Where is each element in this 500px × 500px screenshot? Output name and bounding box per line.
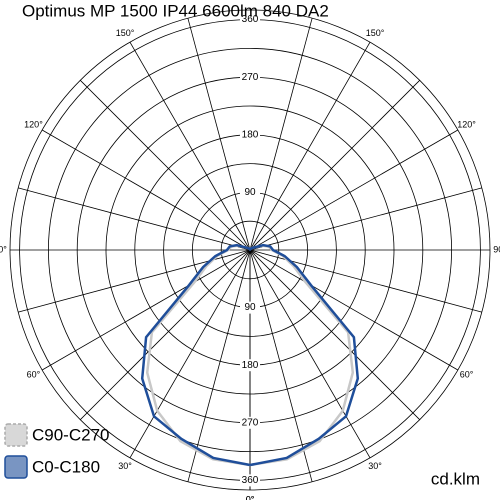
tick-label-bg	[240, 186, 260, 199]
grid-spoke	[249, 249, 371, 459]
r-tick-label: 90	[244, 302, 256, 313]
intensity-curve	[140, 243, 360, 467]
tick-label-bg	[240, 301, 260, 314]
angle-label: 90°	[493, 244, 500, 254]
angle-label: 0°	[246, 494, 255, 500]
r-tick-label: 270	[242, 417, 259, 428]
tick-label-bg	[240, 474, 260, 487]
angle-label: 60°	[27, 369, 41, 379]
grid-spoke	[249, 41, 371, 251]
grid-spoke-minor	[249, 18, 313, 251]
tick-label-bg	[240, 71, 260, 84]
grid-spoke	[249, 129, 459, 251]
r-tick-label: 180	[242, 129, 259, 140]
angle-label: 120°	[24, 119, 43, 129]
grid-spoke	[129, 41, 251, 251]
labels: 0°0°30°30°60°60°90°90°120°120°150°150°90…	[0, 13, 500, 500]
grid-spoke-minor	[249, 249, 313, 482]
r-tick-label: 270	[242, 72, 259, 83]
grid-spoke-minor	[249, 80, 420, 251]
r-tick-label: 180	[242, 360, 259, 371]
grid-spoke-minor	[187, 18, 251, 251]
grid-spoke-minor	[80, 80, 251, 251]
r-tick-label: 360	[242, 475, 259, 486]
legend-label: C90-C270	[32, 425, 110, 444]
r-tick-label: 90	[244, 187, 256, 198]
angle-label: 150°	[366, 28, 385, 38]
grid-spoke-minor	[80, 249, 251, 420]
r-tick-label: 360	[242, 14, 259, 25]
grid-spoke-minor	[187, 249, 251, 482]
angle-label: 60°	[460, 369, 474, 379]
angle-label: 0°	[246, 494, 255, 500]
angle-label: 120°	[457, 119, 476, 129]
grid-spoke	[41, 249, 251, 371]
grid-spoke	[249, 249, 459, 371]
curves	[140, 243, 360, 467]
angle-label: 90°	[0, 244, 7, 254]
grid-spoke-minor	[18, 187, 251, 251]
tick-label-bg	[240, 359, 260, 372]
angle-label: 30°	[368, 461, 382, 471]
tick-label-bg	[240, 416, 260, 429]
grid-spoke	[41, 129, 251, 251]
unit-label: cd.klm	[431, 469, 480, 488]
legend-swatch	[4, 423, 28, 447]
angle-label: 30°	[118, 461, 132, 471]
grid-spoke	[129, 249, 251, 459]
legend: C90-C270 C0-C180	[4, 423, 110, 479]
grid-spoke-minor	[249, 187, 482, 251]
tick-label-bg	[240, 13, 260, 26]
legend-label: C0-C180	[32, 457, 100, 476]
angle-label: 150°	[116, 28, 135, 38]
legend-swatch	[4, 455, 28, 479]
tick-label-bg	[240, 128, 260, 141]
grid-spoke-minor	[249, 249, 420, 420]
chart-title: Optimus MP 1500 IP44 6600lm 840 DA2	[22, 1, 329, 20]
